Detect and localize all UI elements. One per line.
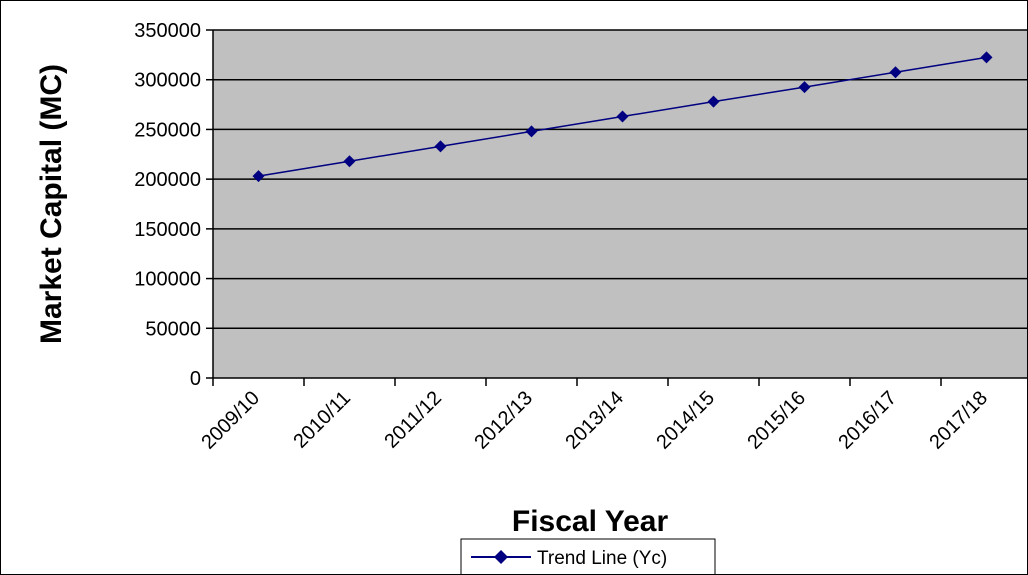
x-axis-ticks: 2009/10 2010/11 2011/12 2012/13 2013/14 2014/… — [197, 378, 992, 454]
data-point-2014-15 — [707, 95, 720, 108]
data-point-2012-13 — [525, 125, 538, 138]
y-tick-label-3: 150000 — [134, 219, 201, 241]
legend-entry-trend-line: Trend Line (Yc) — [537, 548, 667, 569]
x-tick-label-5: 2014/15 — [652, 387, 719, 454]
data-point-2015-16 — [798, 81, 811, 94]
legend-box — [460, 538, 716, 574]
data-point-2013-14 — [616, 110, 629, 123]
y-axis-ticks: 0 50000 100000 150000 200000 250000 300000 3500… — [134, 20, 213, 390]
x-tick-label-8: 2017/18 — [925, 387, 992, 454]
x-tick-label-0: 2009/10 — [197, 387, 264, 454]
x-tick-label-1: 2010/11 — [289, 387, 355, 453]
data-point-2011-12 — [434, 140, 447, 153]
x-tick-label-3: 2012/13 — [470, 387, 537, 454]
series-trend-line — [252, 51, 993, 183]
y-tick-label-1: 50000 — [145, 318, 201, 340]
x-axis-title: Fiscal Year — [512, 505, 669, 538]
legend: Trend Line (Yc) — [460, 538, 716, 574]
y-tick-label-6: 300000 — [134, 70, 201, 92]
gridlines — [213, 29, 1027, 330]
y-tick-label-4: 200000 — [134, 169, 201, 191]
x-tick-label-2: 2011/12 — [380, 387, 446, 453]
y-axis-title: Market Capital (MC) — [35, 64, 68, 344]
plot-area — [213, 30, 1027, 378]
data-point-2017-18 — [980, 51, 993, 64]
x-tick-label-4: 2013/14 — [561, 387, 628, 454]
y-tick-label-5: 250000 — [134, 119, 201, 141]
data-point-2010-11 — [343, 155, 356, 168]
legend-marker-diamond — [494, 550, 508, 564]
data-point-2016-17 — [889, 66, 902, 79]
y-tick-label-0: 0 — [190, 368, 201, 390]
y-tick-label-7: 350000 — [134, 20, 201, 42]
data-point-2009-10 — [252, 170, 265, 183]
x-tick-label-7: 2016/17 — [834, 387, 901, 454]
y-tick-label-2: 100000 — [134, 269, 201, 291]
x-tick-label-6: 2015/16 — [743, 387, 810, 454]
